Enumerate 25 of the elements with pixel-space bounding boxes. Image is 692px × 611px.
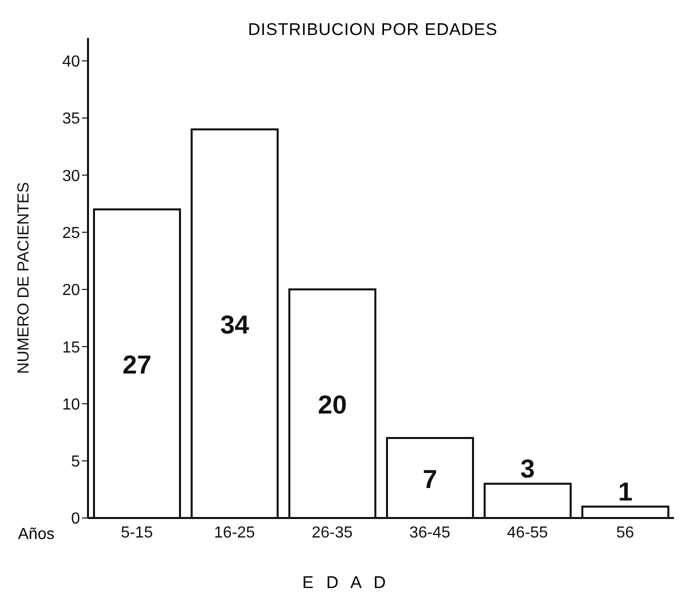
data-label: 34 — [220, 310, 250, 340]
data-label: 7 — [422, 464, 438, 494]
data-label: 20 — [318, 390, 347, 420]
x-tick-label: 46-55 — [507, 524, 548, 542]
y-tick-label: 20 — [62, 282, 80, 300]
x-tick-label: 56 — [616, 524, 634, 542]
y-tick-label: 25 — [62, 224, 80, 242]
data-label: 27 — [122, 350, 152, 380]
y-tick-label: 35 — [62, 110, 80, 128]
y-tick-label: 5 — [71, 454, 80, 471]
x-tick-label: 16-25 — [214, 524, 256, 542]
chart-title: DISTRIBUCION POR EDADES — [248, 20, 498, 40]
x-tick-label: 26-35 — [312, 524, 353, 542]
y-axis-title: NUMERO DE PACIENTES — [16, 182, 33, 374]
y-tick-label: 40 — [62, 54, 80, 71]
x-axis-title: E D A D — [301, 573, 391, 593]
y-tick-label: 0 — [71, 510, 80, 528]
data-label: 3 — [520, 454, 535, 484]
data-label: 1 — [618, 476, 633, 507]
text: Años — [18, 526, 54, 544]
y-tick-label: 10 — [62, 396, 80, 414]
y-tick-label: 15 — [62, 339, 80, 356]
x-tick-label: 5-15 — [120, 524, 153, 542]
x-tick-label: 36-45 — [409, 524, 450, 542]
y-tick-label: 30 — [62, 168, 80, 185]
